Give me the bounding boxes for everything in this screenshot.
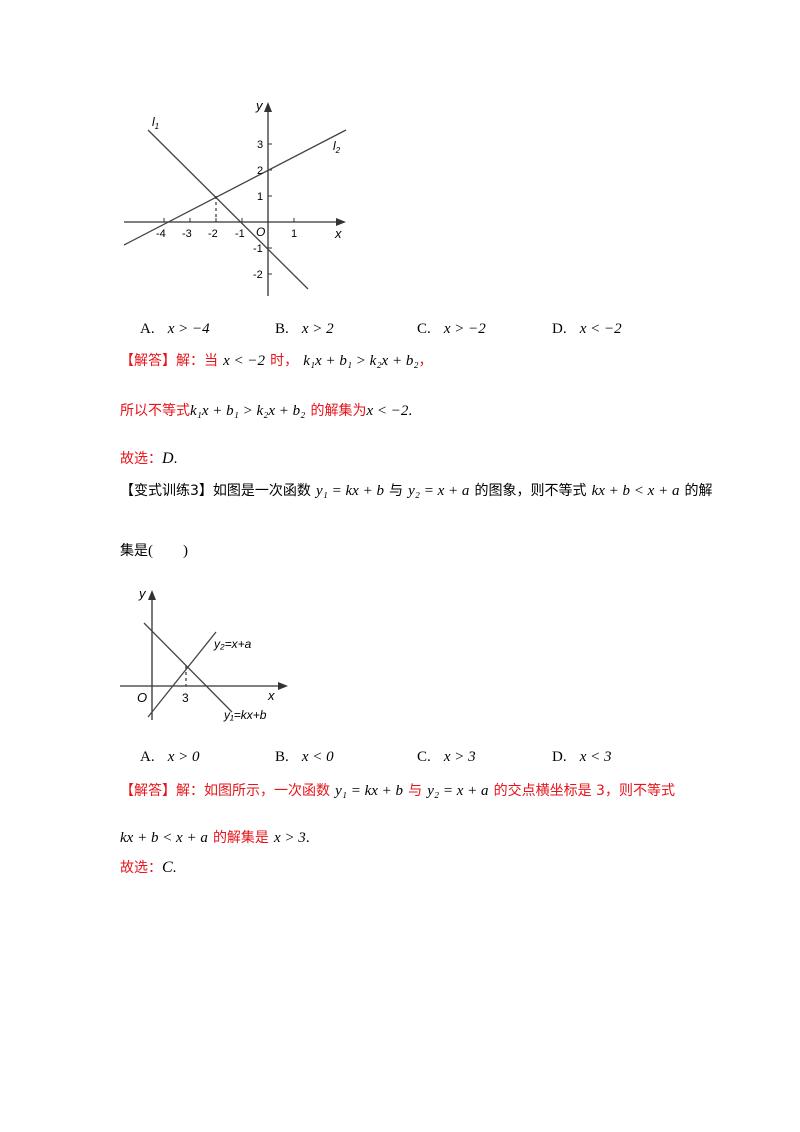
origin-label: O	[256, 225, 265, 239]
line-l1	[147, 129, 309, 290]
option-math: x < −2	[579, 321, 622, 337]
line-l2	[123, 129, 347, 246]
option-math: x > 3	[443, 749, 476, 765]
answer-1-choice: 故选：D.	[120, 450, 178, 467]
y-axis-label: y	[138, 586, 147, 601]
y-tick-label: 1	[257, 191, 263, 203]
line-y2-label: y₂=x+a	[213, 637, 252, 651]
y-axis-label: y	[255, 98, 264, 113]
x-tick-label: -1	[235, 228, 245, 240]
option-math: x < 3	[579, 749, 612, 765]
option-math: x > 0	[167, 749, 200, 765]
x-tick-label: -2	[208, 228, 218, 240]
x-axis-label: x	[267, 688, 275, 703]
q1-option-c[interactable]: C. x > −2	[417, 318, 486, 338]
q1-option-d[interactable]: D. x < −2	[552, 318, 622, 338]
exercise-tag: 【变式训练3】	[120, 483, 213, 499]
q2-option-d[interactable]: D. x < 3	[552, 746, 611, 766]
answer-blank: ( )	[148, 543, 188, 559]
option-math: x > −2	[443, 321, 486, 337]
option-math: x > −4	[167, 321, 210, 337]
line-l2-label: l2	[333, 139, 341, 155]
answer-choice: C	[162, 859, 173, 876]
q1-option-a[interactable]: A. x > −4	[140, 318, 210, 338]
figure-1-graph: y x O l1 l2 -4 -3 -2 -1 1 3 2 1 -1 -2	[123, 98, 347, 296]
x-axis-label: x	[334, 226, 342, 241]
answer-choice: D	[162, 450, 174, 467]
y-tick-label: -2	[253, 269, 263, 281]
y-axis-arrow-icon	[264, 102, 272, 112]
y-axis-arrow-icon	[148, 590, 156, 600]
option-letter: D.	[552, 321, 567, 337]
answer-2-line-2: kx + b < x + a 的解集是 x > 3.	[120, 830, 310, 846]
math-expression: y₂ = x + a	[408, 483, 470, 499]
math-expression: kx + b < x + a	[120, 830, 208, 846]
math-expression: x > 3	[274, 830, 306, 846]
figure-2-graph: y x O 3 y₂=x+a y₁=kx+b	[120, 586, 288, 722]
x-axis-arrow-icon	[336, 218, 346, 226]
answer-tag: 【解答】	[120, 353, 176, 369]
q1-option-b[interactable]: B. x > 2	[275, 318, 334, 338]
exercise-3-line-1: 【变式训练3】如图是一次函数 y₁ = kx + b 与 y₂ = x + a …	[120, 483, 713, 499]
answer-2-choice: 故选：C.	[120, 859, 177, 876]
math-expression: y₂ = x + a	[427, 783, 489, 799]
option-letter: A.	[140, 749, 155, 765]
exercise-3-line-2: 集是( )	[120, 543, 188, 559]
option-math: x < 0	[301, 749, 334, 765]
math-expression: k₁x + b₁ > k₂x + b₂	[303, 353, 419, 369]
option-letter: C.	[417, 321, 431, 337]
origin-label: O	[137, 690, 147, 705]
line-y1-label: y₁=kx+b	[223, 708, 267, 722]
q2-option-b[interactable]: B. x < 0	[275, 746, 334, 766]
answer-2-line-1: 【解答】解：如图所示，一次函数 y₁ = kx + b 与 y₂ = x + a…	[120, 783, 675, 799]
option-letter: D.	[552, 749, 567, 765]
line-y2	[147, 631, 217, 718]
x-tick-label: -4	[156, 228, 166, 240]
option-letter: B.	[275, 749, 289, 765]
answer-tag: 【解答】	[120, 783, 176, 799]
line-l1-label: l1	[152, 115, 159, 131]
math-expression: y₁ = kx + b	[335, 783, 404, 799]
line-y1	[143, 622, 233, 713]
math-expression: k₁x + b₁ > k₂x + b₂	[190, 403, 306, 419]
math-expression: y₁ = kx + b	[316, 483, 384, 499]
option-letter: B.	[275, 321, 289, 337]
x-tick-label: 1	[291, 228, 297, 240]
q2-option-c[interactable]: C. x > 3	[417, 746, 476, 766]
option-letter: A.	[140, 321, 155, 337]
x-axis-arrow-icon	[278, 682, 288, 690]
q2-option-a[interactable]: A. x > 0	[140, 746, 199, 766]
y-tick-label: 3	[257, 139, 263, 151]
math-expression: x < −2	[366, 403, 409, 419]
option-letter: C.	[417, 749, 431, 765]
x-tick-label: 3	[182, 691, 189, 705]
y-tick-label: -1	[253, 243, 263, 255]
x-tick-label: -3	[182, 228, 192, 240]
math-expression: x < −2	[223, 353, 265, 369]
y-tick-label: 2	[257, 165, 263, 177]
answer-1-line-2: 所以不等式k₁x + b₁ > k₂x + b₂ 的解集为x < −2.	[120, 403, 413, 419]
math-expression: kx + b < x + a	[591, 483, 680, 499]
answer-1-line-1: 【解答】解：当 x < −2 时， k₁x + b₁ > k₂x + b₂，	[120, 353, 433, 369]
option-math: x > 2	[301, 321, 334, 337]
